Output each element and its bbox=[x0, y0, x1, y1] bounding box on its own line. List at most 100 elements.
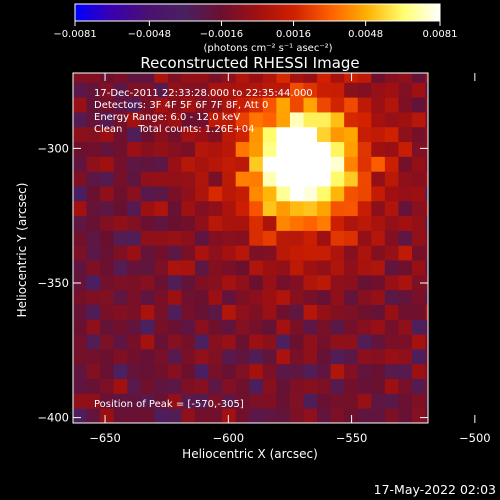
heatmap-cell bbox=[235, 319, 250, 335]
heatmap-cell bbox=[127, 82, 142, 98]
heatmap-cell bbox=[303, 126, 318, 143]
heatmap-cell bbox=[249, 97, 264, 113]
heatmap-cell bbox=[127, 156, 142, 172]
heatmap-cell bbox=[140, 304, 155, 320]
heatmap-cell bbox=[425, 319, 428, 335]
heatmap-cell bbox=[249, 245, 264, 261]
heatmap-cell bbox=[371, 141, 386, 157]
heatmap-cell bbox=[195, 171, 209, 187]
heatmap-cell bbox=[262, 319, 277, 335]
heatmap-cell bbox=[127, 215, 142, 231]
heatmap-cell bbox=[289, 274, 304, 291]
heatmap-cell bbox=[330, 274, 345, 291]
heatmap-cell bbox=[140, 260, 155, 276]
heatmap-cell bbox=[330, 319, 345, 335]
heatmap-cell bbox=[425, 171, 428, 187]
heatmap-cell bbox=[425, 141, 428, 157]
heatmap-cell bbox=[208, 393, 223, 409]
heatmap-cell bbox=[208, 126, 223, 143]
heatmap-cell bbox=[127, 274, 142, 291]
colorbar bbox=[74, 3, 441, 22]
heatmap-cell bbox=[398, 245, 413, 261]
heatmap-cell bbox=[398, 186, 413, 202]
heatmap-cell bbox=[289, 393, 304, 409]
heatmap-cell bbox=[167, 97, 182, 113]
heatmap-cell bbox=[235, 289, 250, 305]
heatmap-cell bbox=[195, 319, 209, 335]
heatmap-cell bbox=[262, 334, 277, 350]
heatmap-cell bbox=[235, 171, 250, 187]
heatmap-cell bbox=[276, 334, 291, 350]
heatmap-cell bbox=[154, 289, 169, 305]
heatmap-cell bbox=[167, 289, 182, 305]
heatmap-cell bbox=[344, 200, 359, 217]
heatmap-cell bbox=[249, 215, 264, 231]
heatmap-cell bbox=[73, 319, 87, 335]
heatmap-cell bbox=[113, 304, 128, 320]
heatmap-cell bbox=[140, 156, 155, 172]
heatmap-cell bbox=[181, 334, 196, 350]
heatmap-cell bbox=[411, 378, 426, 394]
heatmap-cell bbox=[276, 171, 291, 187]
heatmap-cell bbox=[100, 319, 115, 335]
heatmap-cell bbox=[289, 126, 304, 143]
heatmap-cell bbox=[398, 348, 413, 365]
heatmap-cell bbox=[330, 141, 345, 157]
heatmap-cell bbox=[195, 200, 209, 217]
heatmap-cell bbox=[357, 304, 372, 320]
heatmap-cell bbox=[181, 97, 196, 113]
heatmap-cell bbox=[384, 186, 399, 202]
heatmap-cell bbox=[289, 378, 304, 394]
heatmap-cell bbox=[276, 97, 291, 113]
heatmap-cell bbox=[195, 230, 209, 246]
heatmap-cell bbox=[100, 141, 115, 157]
heatmap-cell bbox=[208, 230, 223, 246]
heatmap-cell bbox=[73, 408, 87, 423]
heatmap-cell bbox=[113, 126, 128, 143]
heatmap-cell bbox=[167, 378, 182, 394]
heatmap-cell bbox=[289, 408, 304, 423]
heatmap-cell bbox=[73, 378, 87, 394]
y-tick-label: −400 bbox=[37, 411, 69, 425]
heatmap-cell bbox=[127, 245, 142, 261]
heatmap-cell bbox=[303, 82, 318, 98]
colorbar-tick-label: −0.0048 bbox=[128, 29, 171, 40]
heatmap-cell bbox=[276, 304, 291, 320]
heatmap-cell bbox=[262, 73, 277, 83]
heatmap-cell bbox=[100, 73, 115, 83]
heatmap-cell bbox=[73, 245, 87, 261]
heatmap-cell bbox=[357, 171, 372, 187]
heatmap-cell bbox=[371, 230, 386, 246]
heatmap-cell bbox=[303, 274, 318, 291]
heatmap-cell bbox=[86, 378, 101, 394]
heatmap-cell bbox=[86, 126, 101, 143]
heatmap-cell bbox=[357, 274, 372, 291]
heatmap-cell bbox=[317, 245, 332, 261]
heatmap-cell bbox=[154, 393, 169, 409]
heatmap-cell bbox=[113, 274, 128, 291]
heatmap-cell bbox=[357, 289, 372, 305]
heatmap-cell bbox=[113, 319, 128, 335]
heatmap-cell bbox=[411, 141, 426, 157]
heatmap-cell bbox=[344, 186, 359, 202]
annotation-detectors: Detectors: 3F 4F 5F 6F 7F 8F, Att 0 bbox=[94, 100, 268, 111]
heatmap-cell bbox=[425, 112, 428, 128]
heatmap-cell bbox=[317, 200, 332, 217]
heatmap-cell bbox=[371, 304, 386, 320]
heatmap-cell bbox=[222, 141, 237, 157]
heatmap-cell bbox=[195, 82, 209, 98]
heatmap-cell bbox=[276, 141, 291, 157]
heatmap-cell bbox=[344, 378, 359, 394]
heatmap-cell bbox=[411, 393, 426, 409]
heatmap-cell bbox=[222, 408, 237, 423]
heatmap-cell bbox=[113, 171, 128, 187]
heatmap-cell bbox=[276, 289, 291, 305]
heatmap-cell bbox=[398, 230, 413, 246]
heatmap-cell bbox=[357, 82, 372, 98]
heatmap-cell bbox=[249, 126, 264, 143]
heatmap-cell bbox=[73, 82, 87, 98]
heatmap-cell bbox=[235, 126, 250, 143]
heatmap-cell bbox=[411, 73, 426, 83]
heatmap-cell bbox=[357, 260, 372, 276]
heatmap-cell bbox=[262, 230, 277, 246]
